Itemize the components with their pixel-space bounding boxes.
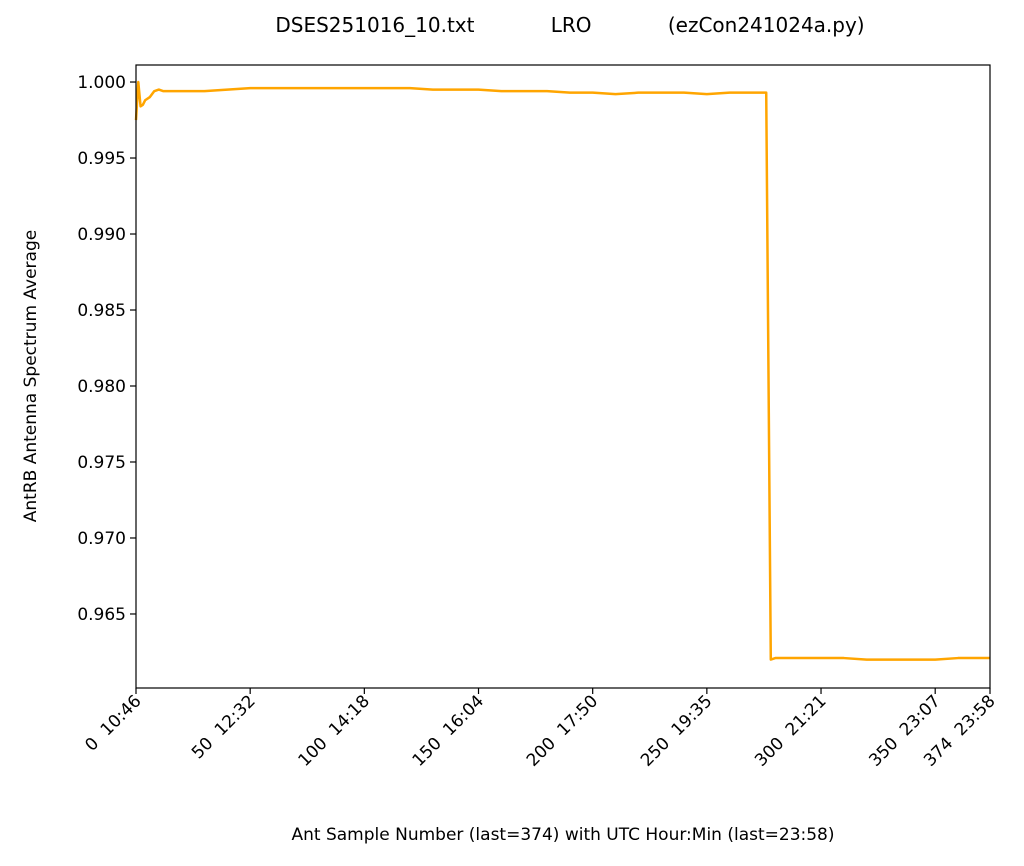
x-axis-label: Ant Sample Number (last=374) with UTC Ho… (291, 825, 834, 845)
y-tick-label: 0.985 (77, 301, 126, 321)
plot-frame (135, 64, 991, 689)
y-tick-label: 0.980 (77, 377, 126, 397)
y-axis-label: AntRB Antenna Spectrum Average (21, 230, 41, 522)
x-tick-label: 200 17:50 (523, 691, 602, 770)
y-tick-label: 0.975 (77, 453, 126, 473)
y-tick-label: 0.995 (77, 149, 126, 169)
y-tick-label: 0.970 (77, 529, 126, 549)
y-tick-label: 0.990 (77, 225, 126, 245)
x-tick-label: 0 10:46 (81, 691, 145, 755)
x-tick-label: 250 19:35 (637, 691, 716, 770)
x-tick-label: 50 12:32 (188, 691, 260, 763)
x-tick-label: 150 16:04 (409, 691, 488, 770)
data-line (134, 80, 990, 661)
chart-title: DSES251016_10.txt LRO (ezCon241024a.py) (275, 13, 864, 37)
x-tick-label: 100 14:18 (295, 691, 374, 770)
y-tick-label: 1.000 (77, 73, 126, 93)
x-tick-label: 300 21:21 (751, 691, 830, 770)
y-tick-label: 0.965 (77, 605, 126, 625)
